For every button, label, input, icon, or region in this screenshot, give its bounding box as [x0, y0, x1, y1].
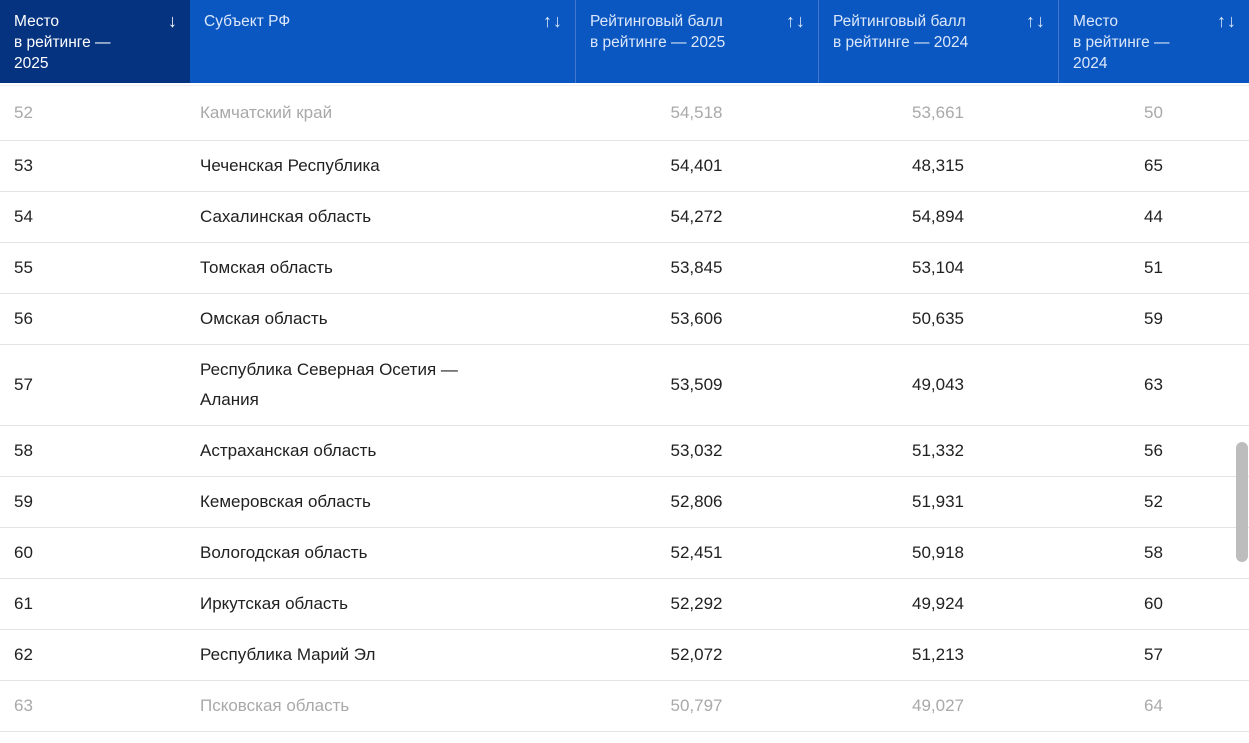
rank-2024-cell: 52: [1144, 492, 1163, 511]
rank-2024-cell: 51: [1144, 258, 1163, 277]
sort-both-icon[interactable]: ↑↓: [786, 11, 806, 31]
region-cell: Томская область: [200, 258, 333, 277]
rank-2025-cell: 55: [14, 258, 33, 277]
region-cell: Кемеровская область: [200, 492, 371, 511]
score-2024-cell: 50,918: [912, 543, 964, 562]
rank-2025-cell: 52: [14, 103, 33, 122]
score-2025-cell: 52,072: [670, 645, 723, 664]
score-2024-cell: 49,924: [912, 594, 964, 613]
region-cell: Камчатский край: [200, 103, 333, 122]
score-2025-cell: 54,401: [670, 156, 723, 175]
rank-2024-cell: 60: [1144, 594, 1163, 613]
score-2025-cell: 52,451: [670, 543, 723, 562]
score-2024-cell: 51,332: [912, 441, 964, 460]
rank-2024-cell: 56: [1144, 441, 1163, 460]
column-header-label: Место в рейтинге — 2024: [1073, 13, 1170, 72]
rank-2024-cell: 58: [1144, 543, 1163, 562]
column-header-label: Место в рейтинге — 2025: [14, 13, 111, 72]
region-cell: Вологодская область: [200, 543, 368, 562]
region-cell: Республика Марий Эл: [200, 645, 376, 664]
column-header-region[interactable]: Субъект РФ ↑↓: [190, 0, 575, 83]
score-2025-cell: 54,272: [670, 207, 723, 226]
rank-2025-cell: 62: [14, 645, 33, 664]
score-2025-cell: 53,509: [670, 375, 723, 394]
sort-descending-icon[interactable]: ↓: [168, 11, 178, 31]
score-2025-cell: 53,032: [670, 441, 723, 460]
table-row[interactable]: 63 Псковская область 50,797 49,027 64: [0, 681, 1249, 732]
table-row[interactable]: 56 Омская область 53,606 50,635 59: [0, 294, 1249, 345]
score-2024-cell: 49,043: [912, 375, 964, 394]
score-2024-cell: 53,104: [912, 258, 964, 277]
table-row[interactable]: 61 Иркутская область 52,292 49,924 60: [0, 579, 1249, 630]
table-row[interactable]: 60 Вологодская область 52,451 50,918 58: [0, 528, 1249, 579]
rank-2024-cell: 64: [1144, 696, 1163, 715]
column-header-label: Субъект РФ: [204, 13, 291, 30]
column-header-label: Рейтинговый балл в рейтинге — 2025: [590, 13, 726, 51]
score-2025-cell: 53,845: [670, 258, 723, 277]
region-cell: Омская область: [200, 309, 328, 328]
rank-2025-cell: 54: [14, 207, 33, 226]
sort-both-icon[interactable]: ↑↓: [1026, 11, 1046, 31]
rank-2024-cell: 44: [1144, 207, 1163, 226]
sort-both-icon[interactable]: ↑↓: [1217, 11, 1237, 31]
score-2024-cell: 53,661: [912, 103, 964, 122]
rank-2024-cell: 50: [1144, 103, 1163, 122]
score-2025-cell: 53,606: [670, 309, 723, 328]
rank-2025-cell: 53: [14, 156, 33, 175]
table-row[interactable]: 53 Чеченская Республика 54,401 48,315 65: [0, 141, 1249, 192]
score-2024-cell: 51,213: [912, 645, 964, 664]
rank-2025-cell: 60: [14, 543, 33, 562]
rank-2024-cell: 65: [1144, 156, 1163, 175]
region-cell: Республика Северная Осетия — Алания: [200, 360, 458, 409]
column-header-score-2025[interactable]: Рейтинговый балл в рейтинге — 2025 ↑↓: [575, 0, 818, 83]
rank-2025-cell: 58: [14, 441, 33, 460]
score-2025-cell: 50,797: [670, 696, 723, 715]
rank-2025-cell: 57: [14, 375, 33, 394]
rank-2025-cell: 59: [14, 492, 33, 511]
vertical-scrollbar-thumb[interactable]: [1236, 442, 1248, 562]
score-2024-cell: 50,635: [912, 309, 964, 328]
score-2025-cell: 52,806: [670, 492, 723, 511]
score-2024-cell: 54,894: [912, 207, 964, 226]
table-row[interactable]: 58 Астраханская область 53,032 51,332 56: [0, 426, 1249, 477]
region-cell: Астраханская область: [200, 441, 377, 460]
rank-2025-cell: 61: [14, 594, 33, 613]
region-cell: Чеченская Республика: [200, 156, 380, 175]
column-header-label: Рейтинговый балл в рейтинге — 2024: [833, 13, 969, 51]
table-row[interactable]: 62 Республика Марий Эл 52,072 51,213 57: [0, 630, 1249, 681]
rank-2025-cell: 63: [14, 696, 33, 715]
region-cell: Иркутская область: [200, 594, 349, 613]
rank-2024-cell: 63: [1144, 375, 1163, 394]
column-header-place-2024[interactable]: Место в рейтинге — 2024 ↑↓: [1058, 0, 1249, 83]
table-header: Место в рейтинге — 2025 ↓ Субъект РФ ↑↓ …: [0, 0, 1249, 83]
table-body: 52 Камчатский край 54,518 53,661 50 53 Ч…: [0, 85, 1249, 732]
region-cell: Псковская область: [200, 696, 350, 715]
rank-2025-cell: 56: [14, 309, 33, 328]
score-2024-cell: 48,315: [912, 156, 964, 175]
table-row[interactable]: 54 Сахалинская область 54,272 54,894 44: [0, 192, 1249, 243]
table-row[interactable]: 55 Томская область 53,845 53,104 51: [0, 243, 1249, 294]
rank-2024-cell: 59: [1144, 309, 1163, 328]
rank-2024-cell: 57: [1144, 645, 1163, 664]
score-2025-cell: 52,292: [670, 594, 723, 613]
table-row[interactable]: 59 Кемеровская область 52,806 51,931 52: [0, 477, 1249, 528]
table-row[interactable]: 52 Камчатский край 54,518 53,661 50: [0, 85, 1249, 141]
column-header-place-2025[interactable]: Место в рейтинге — 2025 ↓: [0, 0, 190, 83]
score-2024-cell: 51,931: [912, 492, 964, 511]
column-header-score-2024[interactable]: Рейтинговый балл в рейтинге — 2024 ↑↓: [818, 0, 1058, 83]
table-row[interactable]: 57 Республика Северная Осетия — Алания 5…: [0, 345, 1249, 426]
region-cell: Сахалинская область: [200, 207, 372, 226]
sort-both-icon[interactable]: ↑↓: [543, 11, 563, 31]
score-2025-cell: 54,518: [670, 103, 723, 122]
score-2024-cell: 49,027: [912, 696, 964, 715]
